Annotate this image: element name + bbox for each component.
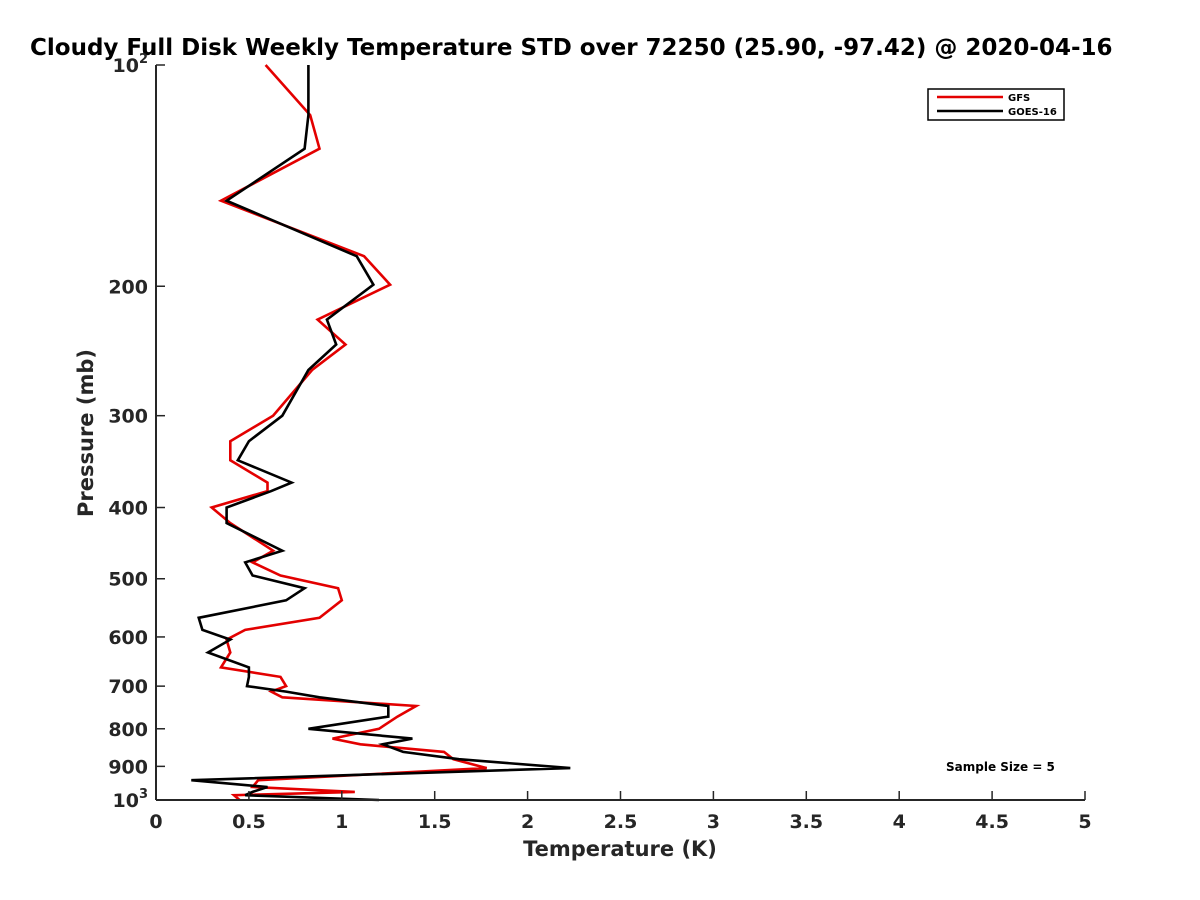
y-tick-label: 102 — [113, 52, 149, 77]
x-axis-label: Temperature (K) — [523, 837, 717, 861]
legend: GFS GOES-16 — [927, 88, 1065, 121]
y-tick-label: 500 — [108, 569, 148, 591]
x-tick-label: 5 — [1078, 811, 1091, 833]
x-tick-label: 4 — [893, 811, 906, 833]
axes-layer: 0 0.5 1 1.5 2 2.5 3 3.5 4 4.5 5 102 200 300 400 500 600 7… — [108, 52, 1091, 833]
x-tick-label: 3.5 — [789, 811, 823, 833]
legend-box — [927, 88, 1065, 121]
x-tick-label: 2 — [521, 811, 534, 833]
y-axis-label: Pressure (mb) — [74, 349, 98, 517]
y-tick-label: 800 — [108, 719, 148, 741]
x-tick-label: 1 — [335, 811, 348, 833]
plot-area: 0 0.5 1 1.5 2 2.5 3 3.5 4 4.5 5 102 200 300 400 500 600 7… — [108, 52, 1091, 833]
series-line-goes-16 — [191, 65, 571, 802]
y-tick-label: 700 — [108, 676, 148, 698]
y-tick-label: 200 — [108, 276, 148, 298]
y-tick-label: 300 — [108, 406, 148, 428]
x-tick-label: 3 — [707, 811, 720, 833]
series-layer — [191, 64, 571, 802]
y-tick-label: 400 — [108, 498, 148, 520]
x-tick-label: 0 — [149, 811, 162, 833]
x-tick-label: 2.5 — [604, 811, 638, 833]
x-tick-label: 0.5 — [232, 811, 266, 833]
sample-size-annotation: Sample Size = 5 — [946, 760, 1055, 774]
series-line-gfs — [209, 64, 488, 801]
y-tick-label: 600 — [108, 627, 148, 649]
legend-label-gfs: GFS — [1008, 93, 1030, 104]
y-tick-label: 103 — [113, 787, 149, 812]
y-tick-label: 900 — [108, 756, 148, 778]
chart-title: Cloudy Full Disk Weekly Temperature STD … — [30, 35, 1113, 61]
legend-label-goes-16: GOES-16 — [1008, 107, 1057, 118]
x-tick-label: 4.5 — [975, 811, 1009, 833]
x-tick-label: 1.5 — [418, 811, 452, 833]
